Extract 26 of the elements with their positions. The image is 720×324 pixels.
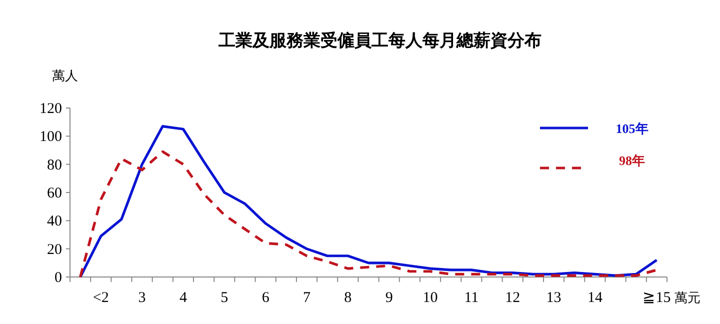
y-tick-label: 20 <box>47 242 62 258</box>
x-tick-label: 11 <box>464 290 479 306</box>
y-tick-label: 40 <box>47 214 62 230</box>
y-tick-label: 60 <box>47 186 62 202</box>
x-tick-label: 14 <box>587 290 603 306</box>
legend-label: 98年 <box>619 153 645 168</box>
y-axis-title: 萬人 <box>52 68 78 83</box>
x-axis-title: 萬元 <box>674 290 701 305</box>
x-tick-label: 6 <box>262 290 270 306</box>
x-tick-label: 12 <box>505 290 520 306</box>
x-tick-label: 4 <box>179 290 188 306</box>
chart-title: 工業及服務業受僱員工每人每月總薪資分布 <box>218 31 542 50</box>
x-tick-label: 10 <box>422 290 438 306</box>
x-tick-label: 7 <box>302 290 311 306</box>
x-tick-label: 5 <box>220 290 228 306</box>
x-tick-label: 13 <box>546 290 562 306</box>
y-tick-label: 0 <box>54 270 62 286</box>
x-tick-label: ≧15 <box>642 290 671 306</box>
y-tick-label: 80 <box>47 157 62 174</box>
x-tick-label: 3 <box>138 290 146 306</box>
x-tick-label: 9 <box>385 290 393 306</box>
x-tick-label: 8 <box>344 290 352 306</box>
y-tick-label: 120 <box>40 101 62 117</box>
y-tick-label: 100 <box>40 129 62 146</box>
legend-label: 105年 <box>616 121 648 136</box>
x-tick-label: <2 <box>92 290 109 306</box>
